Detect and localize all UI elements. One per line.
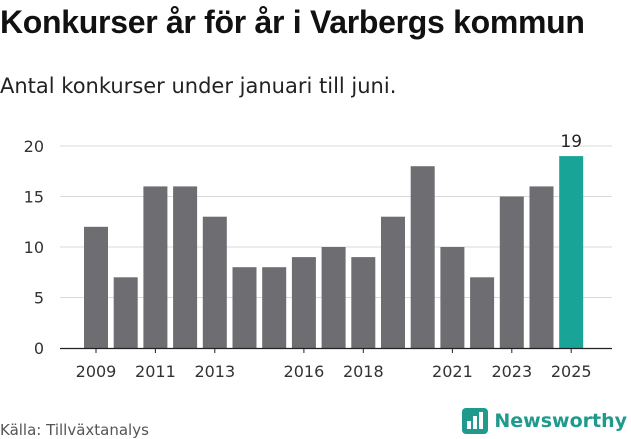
bar-2014	[232, 267, 257, 348]
bar-2017	[321, 247, 346, 348]
x-tick-label: 2025	[551, 362, 592, 381]
y-tick-label: 15	[24, 188, 44, 207]
y-tick-label: 10	[24, 238, 44, 257]
data-label: 19	[560, 132, 582, 152]
x-tick-label: 2016	[284, 362, 325, 381]
bar-2025	[559, 156, 584, 348]
bar-2019	[381, 216, 405, 348]
chart-subtitle: Antal konkurser under januari till juni.	[0, 74, 397, 98]
bar-chart-logo-icon	[462, 408, 489, 434]
chart-title: Konkurser år för år i Varbergs kommun	[0, 4, 585, 40]
bar-2015	[262, 267, 287, 348]
brand: Newsworthy	[462, 408, 627, 434]
x-tick-label: 2023	[491, 362, 532, 381]
y-tick-label: 20	[24, 137, 44, 156]
y-tick-label: 0	[34, 339, 44, 358]
bar-2009	[84, 226, 108, 348]
bar-2010	[113, 277, 138, 348]
x-tick-label: 2009	[76, 362, 117, 381]
x-tick-label: 2011	[135, 362, 176, 381]
x-tick-label: 2013	[194, 362, 235, 381]
bar-2016	[291, 257, 316, 348]
bar-2021	[440, 247, 465, 348]
y-tick-label: 5	[34, 289, 44, 308]
bar-2024	[529, 186, 554, 348]
brand-name: Newsworthy	[494, 410, 627, 432]
bar-chart: 0 5 10 15 20 2009 2011 2013 2016 2018 2021 2023 2025…	[24, 132, 612, 381]
x-tick-label: 2018	[343, 362, 384, 381]
bar-2022	[470, 277, 495, 348]
bar-2018	[351, 257, 376, 348]
bar-2012	[173, 186, 198, 348]
bar-2020	[410, 166, 435, 348]
source-note: Källa: Tillväxtanalys	[0, 421, 149, 439]
x-tick-label: 2021	[432, 362, 473, 381]
bar-2011	[143, 186, 168, 348]
bar-2023	[499, 196, 524, 348]
bar-2013	[202, 216, 227, 348]
